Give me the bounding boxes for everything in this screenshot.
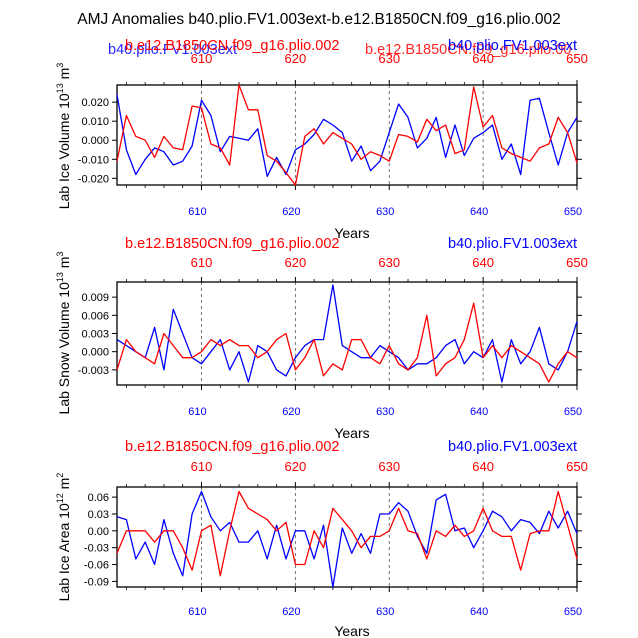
x-tick-label-bottom: 650 (564, 406, 582, 418)
y-tick-label: 0.006 (81, 310, 109, 322)
y-tick-label: -0.003 (78, 365, 109, 377)
y-axis-label-unit: m (56, 257, 72, 273)
y-axis-label-unit: m (56, 68, 72, 84)
overlap-title-left: b40.plio.FV1.003ext (108, 42, 237, 58)
y-axis-label: Lab Ice Volume 1013 m3 (55, 63, 72, 210)
x-tick-label-bottom: 640 (470, 206, 488, 218)
panels-group: b.e12.B1850CN.f09_g16.plio.002 b40.plio.F… (55, 38, 588, 638)
overlap-title-right: b.e12.B1850CN.f09_g16.plio.00 (365, 42, 571, 58)
x-tick-label-top: 620 (285, 255, 307, 270)
y-tick-label: 0.00 (88, 526, 109, 538)
panel-title-left: b.e12.B1850CN.f09_g16.plio.002 (125, 38, 339, 54)
y-axis-label-unit-exp: 3 (55, 252, 65, 257)
x-tick-label-top: 620 (285, 459, 307, 474)
x-tick-label-bottom: 640 (470, 406, 488, 418)
x-tick-label-bottom: 610 (188, 406, 206, 418)
x-tick-label-top: 640 (472, 51, 494, 66)
x-tick-label-bottom: 640 (470, 606, 488, 618)
panel-snow-volume: b.e12.B1850CN.f09_g16.plio.002 b40.plio.F… (55, 236, 588, 441)
panel-title-left: b.e12.B1850CN.f09_g16.plio.002 (125, 236, 339, 252)
x-tick-label-top: 610 (191, 459, 213, 474)
series-line-blue (116, 490, 578, 588)
series-line-red (116, 490, 578, 577)
y-tick-label: 0.000 (81, 347, 109, 359)
x-tick-label-top: 630 (378, 459, 400, 474)
y-axis-label-unit-exp: 2 (55, 473, 65, 478)
panel-title-left: b.e12.B1850CN.f09_g16.plio.002 (125, 439, 339, 455)
y-tick-label: -0.03 (84, 543, 109, 555)
x-tick-label-top: 630 (378, 51, 400, 66)
panel-title-right: b40.plio.FV1.003ext (448, 236, 577, 252)
figure-title: AMJ Anomalies b40.plio.FV1.003ext-b.e12.… (77, 11, 560, 28)
y-axis-label-exp: 13 (55, 272, 65, 282)
series-line-blue (116, 94, 578, 178)
x-tick-label-bottom: 630 (376, 406, 394, 418)
series-line-red (116, 302, 578, 383)
x-tick-label-bottom: 620 (282, 606, 300, 618)
x-tick-label-bottom: 610 (188, 606, 206, 618)
panel-ice-area: b.e12.B1850CN.f09_g16.plio.002 b40.plio.F… (55, 439, 588, 638)
panel-title-right: b40.plio.FV1.003ext (448, 439, 577, 455)
x-tick-label-top: 630 (378, 255, 400, 270)
x-tick-label-bottom: 610 (188, 206, 206, 218)
y-axis-label: Lab Snow Volume 1013 m3 (55, 252, 72, 415)
x-tick-label-bottom: 650 (564, 206, 582, 218)
x-axis-label: Years (334, 623, 369, 638)
x-tick-label-bottom: 620 (282, 406, 300, 418)
y-tick-label: -0.020 (78, 173, 109, 185)
x-tick-label-top: 620 (285, 51, 307, 66)
series-line-red (116, 84, 578, 186)
series-line-blue (116, 284, 578, 383)
x-axis-label: Years (334, 425, 369, 441)
y-tick-label: -0.010 (78, 154, 109, 166)
y-axis-label-main: Lab Snow Volume 10 (56, 282, 72, 415)
y-tick-label: -0.06 (84, 560, 109, 572)
panel-ice-volume: b.e12.B1850CN.f09_g16.plio.002 b40.plio.F… (55, 38, 588, 241)
y-tick-label: 0.020 (81, 97, 109, 109)
y-tick-label: 0.003 (81, 329, 109, 341)
y-tick-label: 0.000 (81, 135, 109, 147)
plot-frame (116, 486, 578, 588)
x-tick-label-top: 640 (472, 255, 494, 270)
y-tick-label: 0.010 (81, 116, 109, 128)
y-tick-label: 0.06 (88, 492, 109, 504)
y-axis-label: Lab Ice Area 1012 m2 (55, 473, 72, 602)
y-axis-label-exp: 13 (55, 83, 65, 93)
x-tick-label-bottom: 630 (376, 606, 394, 618)
x-tick-label-top: 650 (566, 459, 588, 474)
y-tick-label: 0.009 (81, 292, 109, 304)
x-tick-label-top: 650 (566, 51, 588, 66)
x-tick-label-bottom: 620 (282, 206, 300, 218)
x-tick-label-bottom: 630 (376, 206, 394, 218)
y-axis-label-main: Lab Ice Area 10 (56, 503, 72, 601)
plot-frame (116, 84, 578, 186)
x-axis-label: Years (334, 225, 369, 241)
panel-title-right: b40.plio.FV1.003ext (448, 38, 577, 54)
y-axis-label-unit: m (56, 478, 72, 494)
x-tick-label-top: 640 (472, 459, 494, 474)
y-axis-label-main: Lab Ice Volume 10 (56, 93, 72, 209)
y-axis-label-unit-exp: 3 (55, 63, 65, 68)
y-tick-label: -0.09 (84, 576, 109, 588)
x-tick-label-top: 650 (566, 255, 588, 270)
x-tick-label-top: 610 (191, 51, 213, 66)
y-tick-label: 0.03 (88, 509, 109, 521)
y-axis-label-exp: 12 (55, 493, 65, 503)
x-tick-label-bottom: 650 (564, 606, 582, 618)
x-tick-label-top: 610 (191, 255, 213, 270)
